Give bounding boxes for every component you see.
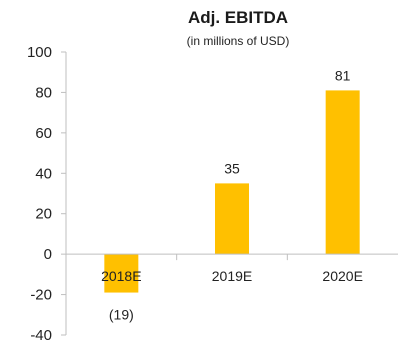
x-category-label: 2020E bbox=[322, 268, 362, 284]
y-tick-label: 20 bbox=[35, 206, 52, 223]
chart-title: Adj. EBITDA bbox=[188, 8, 288, 27]
plot-area: 100 80 60 40 20 0 -20 -40 2018E (19) 2019E 35 2020E 8… bbox=[27, 44, 398, 344]
bar-data-label: (19) bbox=[109, 307, 134, 323]
bar-2018E bbox=[104, 254, 139, 293]
bar-data-label: 81 bbox=[335, 67, 351, 83]
x-category-label: 2018E bbox=[101, 268, 141, 284]
x-category-label: 2019E bbox=[212, 268, 252, 284]
y-tick-label: 100 bbox=[27, 44, 52, 61]
y-tick-label: 60 bbox=[35, 125, 52, 142]
bar-2020E bbox=[325, 90, 360, 255]
bar-data-label: 35 bbox=[224, 160, 240, 176]
y-tick-label: 80 bbox=[35, 84, 52, 101]
bar-2019E bbox=[215, 183, 249, 255]
y-tick-label: -20 bbox=[30, 287, 52, 304]
chart-subtitle: (in millions of USD) bbox=[187, 34, 290, 48]
y-tick-label: 0 bbox=[44, 246, 52, 263]
y-tick-label: -40 bbox=[30, 327, 52, 344]
y-tick-label: 40 bbox=[35, 165, 52, 182]
